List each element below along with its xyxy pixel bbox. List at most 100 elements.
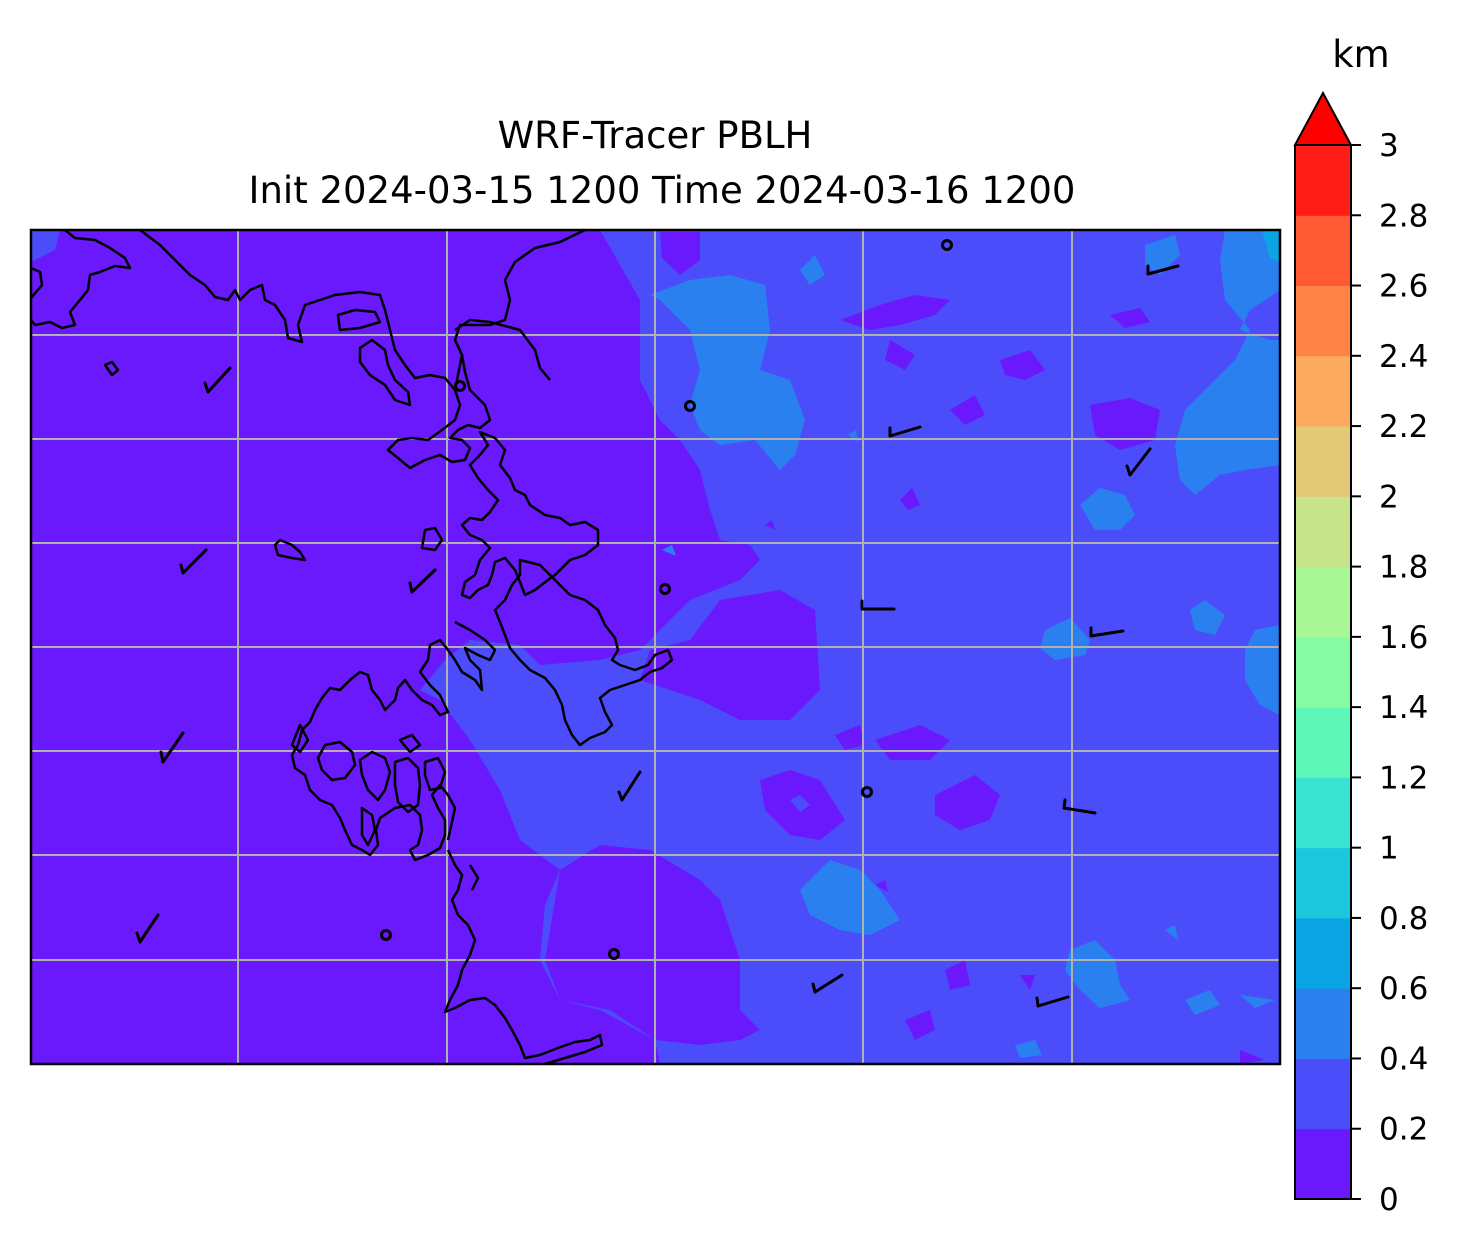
pblh-contour-0-0.2 [1240, 1050, 1265, 1064]
chart-subtitle: Init 2024-03-15 1200 Time 2024-03-16 120… [249, 169, 1076, 212]
pblh-contour-0-0.2 [945, 960, 970, 990]
calm-station-icon [684, 400, 696, 412]
map-frame [29, 228, 1282, 1066]
colorbar-tick-label: 3 [1379, 128, 1399, 164]
pblh-contour-0.4-0.6 [1190, 600, 1225, 635]
pblh-contour-0-0.2 [950, 395, 985, 425]
station-circles [380, 239, 953, 960]
pblh-contour-0-0.2 [765, 520, 775, 530]
wind-barb-icon [860, 599, 896, 611]
calm-station-icon [659, 583, 671, 595]
colorbar-segment [1295, 145, 1351, 216]
gridlines [31, 230, 1280, 1064]
colorbar-segment [1295, 426, 1351, 497]
wind-barb-icon [159, 731, 185, 764]
map-panel [31, 230, 1280, 1064]
calm-station-icon [454, 380, 466, 392]
pblh-contour-0-0.2 [545, 845, 760, 1045]
coastline [31, 230, 674, 1064]
colorbar-tick-label: 1.2 [1379, 760, 1428, 796]
colorbar-tick-label: 0.8 [1379, 901, 1428, 937]
colorbar-tick-label: 0 [1379, 1182, 1399, 1218]
calm-station-icon [380, 929, 392, 941]
pblh-contour-0.4-0.6 [650, 275, 805, 470]
wind-barb-icon [617, 770, 642, 802]
pblh-contour-0.2-0.4 [790, 795, 810, 812]
pblh-contour-0-0.2 [1090, 398, 1160, 450]
pblh-contour-0.4-0.6 [1185, 990, 1220, 1015]
wind-barb-icon [1089, 626, 1125, 638]
pblh-contour-0.2-0.4 [31, 230, 60, 262]
pblh-contour-0-0.2 [900, 488, 920, 510]
pblh-contour-0.4-0.6 [800, 255, 825, 285]
colorbar: 0 0.2 0.4 0.6 0.8 1 1.2 1.4 1.6 1.8 2 2.2 2.4 2.6 2.8 3 [1293, 90, 1428, 1218]
pblh-contour-0.4-0.6 [1015, 1040, 1042, 1058]
chart-title: WRF-Tracer PBLH [498, 114, 813, 157]
wind-barb-icon [1146, 264, 1180, 276]
pblh-contour-0-0.2 [640, 590, 820, 720]
colorbar-tick-label: 1.4 [1379, 690, 1428, 726]
calm-station-icon [941, 239, 953, 251]
colorbar-segment [1295, 1128, 1351, 1200]
pblh-contour-0-0.2 [1000, 350, 1045, 380]
colorbar-outline [1294, 145, 1352, 1200]
wind-barb-icon [408, 568, 437, 594]
colorbar-tick-label: 2.4 [1379, 339, 1428, 375]
colorbar-segment [1295, 355, 1351, 427]
colorbar-segment [1295, 988, 1351, 1059]
pblh-contour-0.4-0.6 [1165, 925, 1178, 940]
colorbar-tick-label: 2.6 [1379, 269, 1428, 305]
colorbar-segment [1295, 566, 1351, 638]
pblh-contour-0-0.2 [935, 775, 1000, 830]
wind-barb-icon [1035, 995, 1070, 1008]
colorbar-segment [1295, 285, 1351, 357]
pblh-contour-0-0.2 [835, 725, 865, 750]
colorbar-tick-label: 1.8 [1379, 550, 1428, 586]
colorbar-tick-label: 2.2 [1379, 409, 1428, 445]
colorbar-tick-label: 0.2 [1379, 1112, 1428, 1148]
pblh-contour-0-0.2 [875, 880, 888, 892]
colorbar-unit-label: km [1332, 33, 1389, 76]
pblh-contour-0-0.2 [1020, 975, 1035, 990]
pblh-contour-0.4-0.6 [1080, 488, 1135, 530]
pblh-contour-0.4-0.6 [1175, 230, 1280, 495]
wind-barb-icon [811, 973, 844, 994]
wind-barbs [135, 264, 1180, 1008]
wind-barb-icon [1125, 447, 1152, 477]
calm-station-icon [608, 948, 620, 960]
pblh-contour-0-0.2 [1110, 308, 1150, 328]
colorbar-segment [1295, 847, 1351, 919]
colorbar-tick-label: 2.8 [1379, 198, 1428, 234]
wind-barb-icon [179, 548, 208, 575]
pblh-contour-0.4-0.6 [1040, 618, 1090, 660]
colorbar-segment [1295, 636, 1351, 708]
wind-barb-icon [135, 913, 160, 944]
colorbar-segment [1295, 496, 1351, 568]
wind-barb-icon [1062, 798, 1097, 815]
colorbar-extend-arrow [1293, 90, 1353, 146]
calm-station-icon [861, 786, 873, 798]
pblh-contour-0-0.2 [885, 340, 915, 370]
wind-barb-icon [203, 366, 232, 394]
pblh-contour-0.4-0.6 [800, 860, 900, 935]
pblh-contour-0-0.2 [905, 1010, 935, 1040]
colorbar-tick-label: 1.6 [1379, 620, 1428, 656]
colorbar-segment [1295, 777, 1351, 849]
colorbar-segment [1295, 707, 1351, 778]
pblh-contour-0.6-0.8 [1262, 230, 1280, 262]
colorbar-segment [1295, 917, 1351, 989]
colorbar-tick-label: 1 [1379, 831, 1399, 867]
pblh-contour-0-0.2 [840, 295, 950, 330]
colorbar-tick-label: 2 [1379, 479, 1399, 515]
colorbar-segment [1295, 215, 1351, 287]
pblh-contour-0.4-0.6 [1240, 995, 1275, 1008]
pblh-contour-0-0.2 [660, 232, 700, 275]
colorbar-tick-label: 0.6 [1379, 971, 1428, 1007]
wind-barb-icon [888, 425, 922, 438]
pblh-contour-0.4-0.6 [1145, 235, 1180, 275]
colorbar-tick-label: 0.4 [1379, 1041, 1428, 1077]
pblh-contour-0.4-0.6 [662, 545, 676, 556]
colorbar-segment [1295, 1058, 1351, 1130]
pblh-contour-0.4-0.6 [1065, 940, 1130, 1008]
